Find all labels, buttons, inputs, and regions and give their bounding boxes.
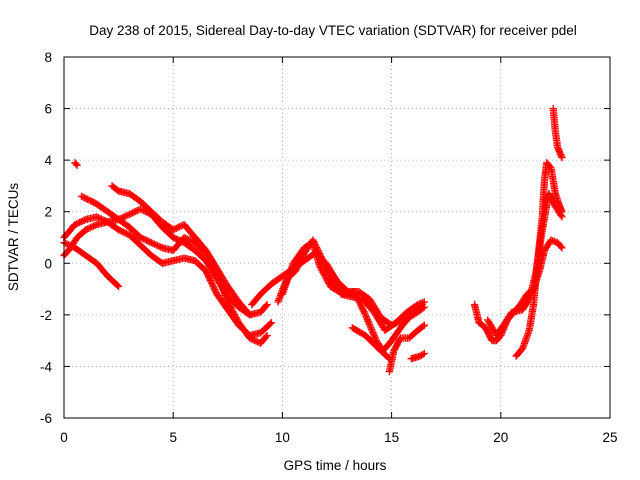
data-point <box>418 300 426 309</box>
data-points <box>60 104 566 376</box>
data-point <box>266 320 274 328</box>
y-tick-label: 4 <box>44 153 52 168</box>
grid <box>64 57 610 418</box>
chart-title: Day 238 of 2015, Sidereal Day-to-day VTE… <box>89 23 576 38</box>
series-arc-16 <box>549 104 566 162</box>
y-tick-label: 8 <box>44 50 52 65</box>
data-point <box>558 208 566 216</box>
plot-frame <box>63 56 611 419</box>
data-point <box>263 300 271 309</box>
series-arc-14 <box>484 190 566 340</box>
series-arc-2 <box>60 213 276 340</box>
x-tick-labels: 0 5 10 15 20 25 <box>60 430 617 445</box>
y-tick-label: -2 <box>40 308 52 323</box>
y-tick-labels: -6 -4 -2 0 2 4 6 8 <box>40 50 53 426</box>
data-point <box>262 302 270 310</box>
axis-ticks <box>63 56 611 419</box>
data-point <box>558 244 566 252</box>
y-axis-label: SDTVAR / TECUs <box>6 183 21 292</box>
data-point <box>557 242 565 251</box>
x-tick-label: 0 <box>60 430 68 445</box>
y-tick-label: 0 <box>44 256 52 271</box>
data-point <box>245 311 254 319</box>
series-arc-12 <box>407 349 429 363</box>
series-arc-5 <box>77 192 271 347</box>
series-arc-6 <box>108 182 254 319</box>
series-arc-13 <box>470 236 566 345</box>
series-arc-11 <box>385 321 429 376</box>
data-point <box>73 161 81 169</box>
x-tick-label: 10 <box>275 430 290 445</box>
data-point <box>262 333 270 341</box>
data-point <box>263 331 271 340</box>
x-tick-label: 15 <box>384 430 399 445</box>
series-arc-9 <box>278 239 426 355</box>
series-arc-4 <box>71 159 81 169</box>
y-tick-label: -6 <box>40 411 52 426</box>
data-point <box>419 322 427 330</box>
series-arc-3 <box>60 239 123 291</box>
x-tick-label: 20 <box>493 430 508 445</box>
data-point <box>113 281 122 289</box>
data-point <box>420 321 429 329</box>
data-point <box>267 318 276 327</box>
data-point <box>72 160 80 168</box>
y-tick-label: 2 <box>44 205 52 220</box>
data-point <box>417 301 425 310</box>
x-tick-label: 25 <box>602 430 617 445</box>
y-tick-label: -4 <box>40 359 52 374</box>
data-point <box>244 309 253 318</box>
data-point <box>114 282 123 291</box>
x-axis-label: GPS time / hours <box>284 458 387 473</box>
series-arc-15 <box>512 159 566 360</box>
y-tick-label: 6 <box>44 102 52 117</box>
data-point <box>420 349 429 358</box>
data-point <box>558 153 566 162</box>
x-tick-label: 5 <box>169 430 177 445</box>
